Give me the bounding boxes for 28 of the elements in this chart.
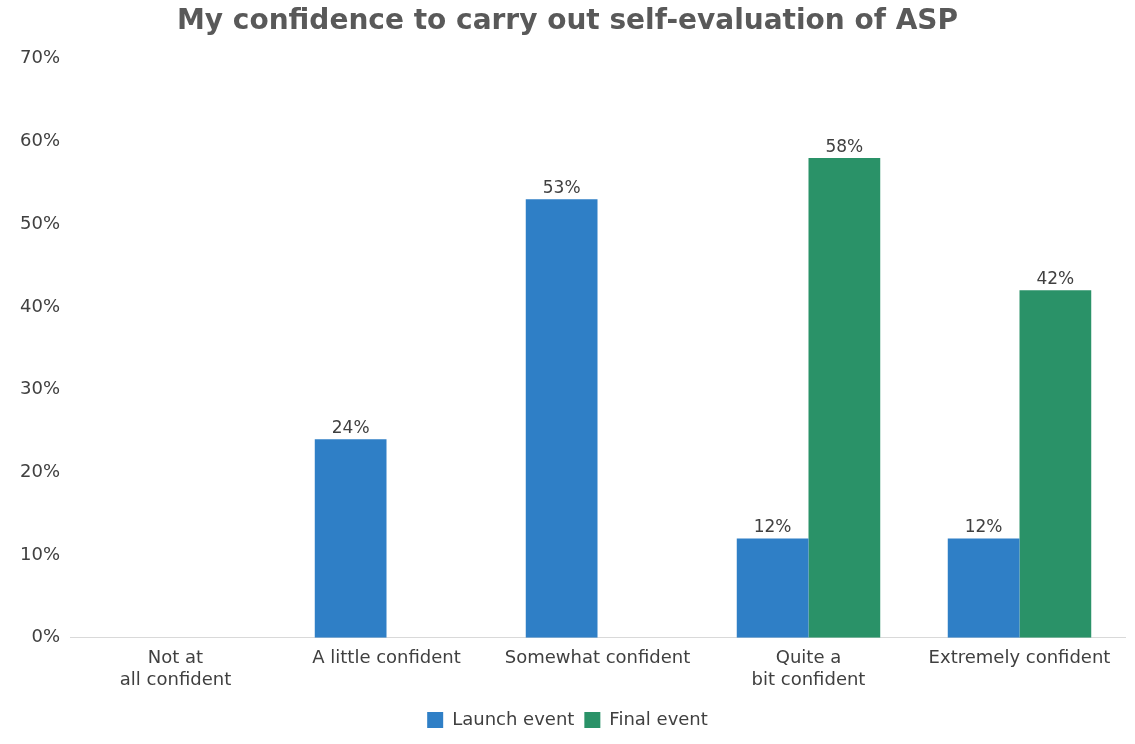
x-tick-label: Somewhat confident [504, 646, 691, 668]
chart-title: My confidence to carry out self-evaluation of ASP [176, 3, 959, 37]
data-label: 12% [753, 516, 792, 537]
y-tick-label: 60% [19, 129, 61, 151]
data-label: 42% [1036, 268, 1075, 289]
bar [947, 538, 1020, 638]
y-tick-label: 30% [19, 377, 61, 399]
data-label: 24% [331, 417, 370, 438]
legend-label: Final event [609, 707, 708, 729]
y-tick-label: 50% [19, 211, 61, 233]
bar [736, 538, 809, 638]
x-tick-label: Not at all confident [119, 646, 232, 689]
data-label: 12% [964, 516, 1003, 537]
x-tick-label: Extremely confident [928, 646, 1111, 668]
y-tick-label: 0% [31, 625, 61, 647]
bar [314, 439, 387, 638]
bar [808, 157, 881, 638]
y-tick-label: 40% [19, 294, 61, 316]
y-tick-label: 70% [19, 46, 61, 68]
legend-label: Launch event [452, 707, 575, 729]
data-label: 58% [825, 135, 864, 156]
bar [1019, 290, 1092, 638]
data-label: 53% [542, 177, 581, 198]
x-tick-label: A little confident [312, 646, 461, 668]
y-tick-label: 20% [19, 459, 61, 481]
bar [525, 199, 598, 638]
y-tick-label: 10% [19, 542, 61, 564]
x-tick-label: Quite a bit confident [751, 646, 866, 689]
